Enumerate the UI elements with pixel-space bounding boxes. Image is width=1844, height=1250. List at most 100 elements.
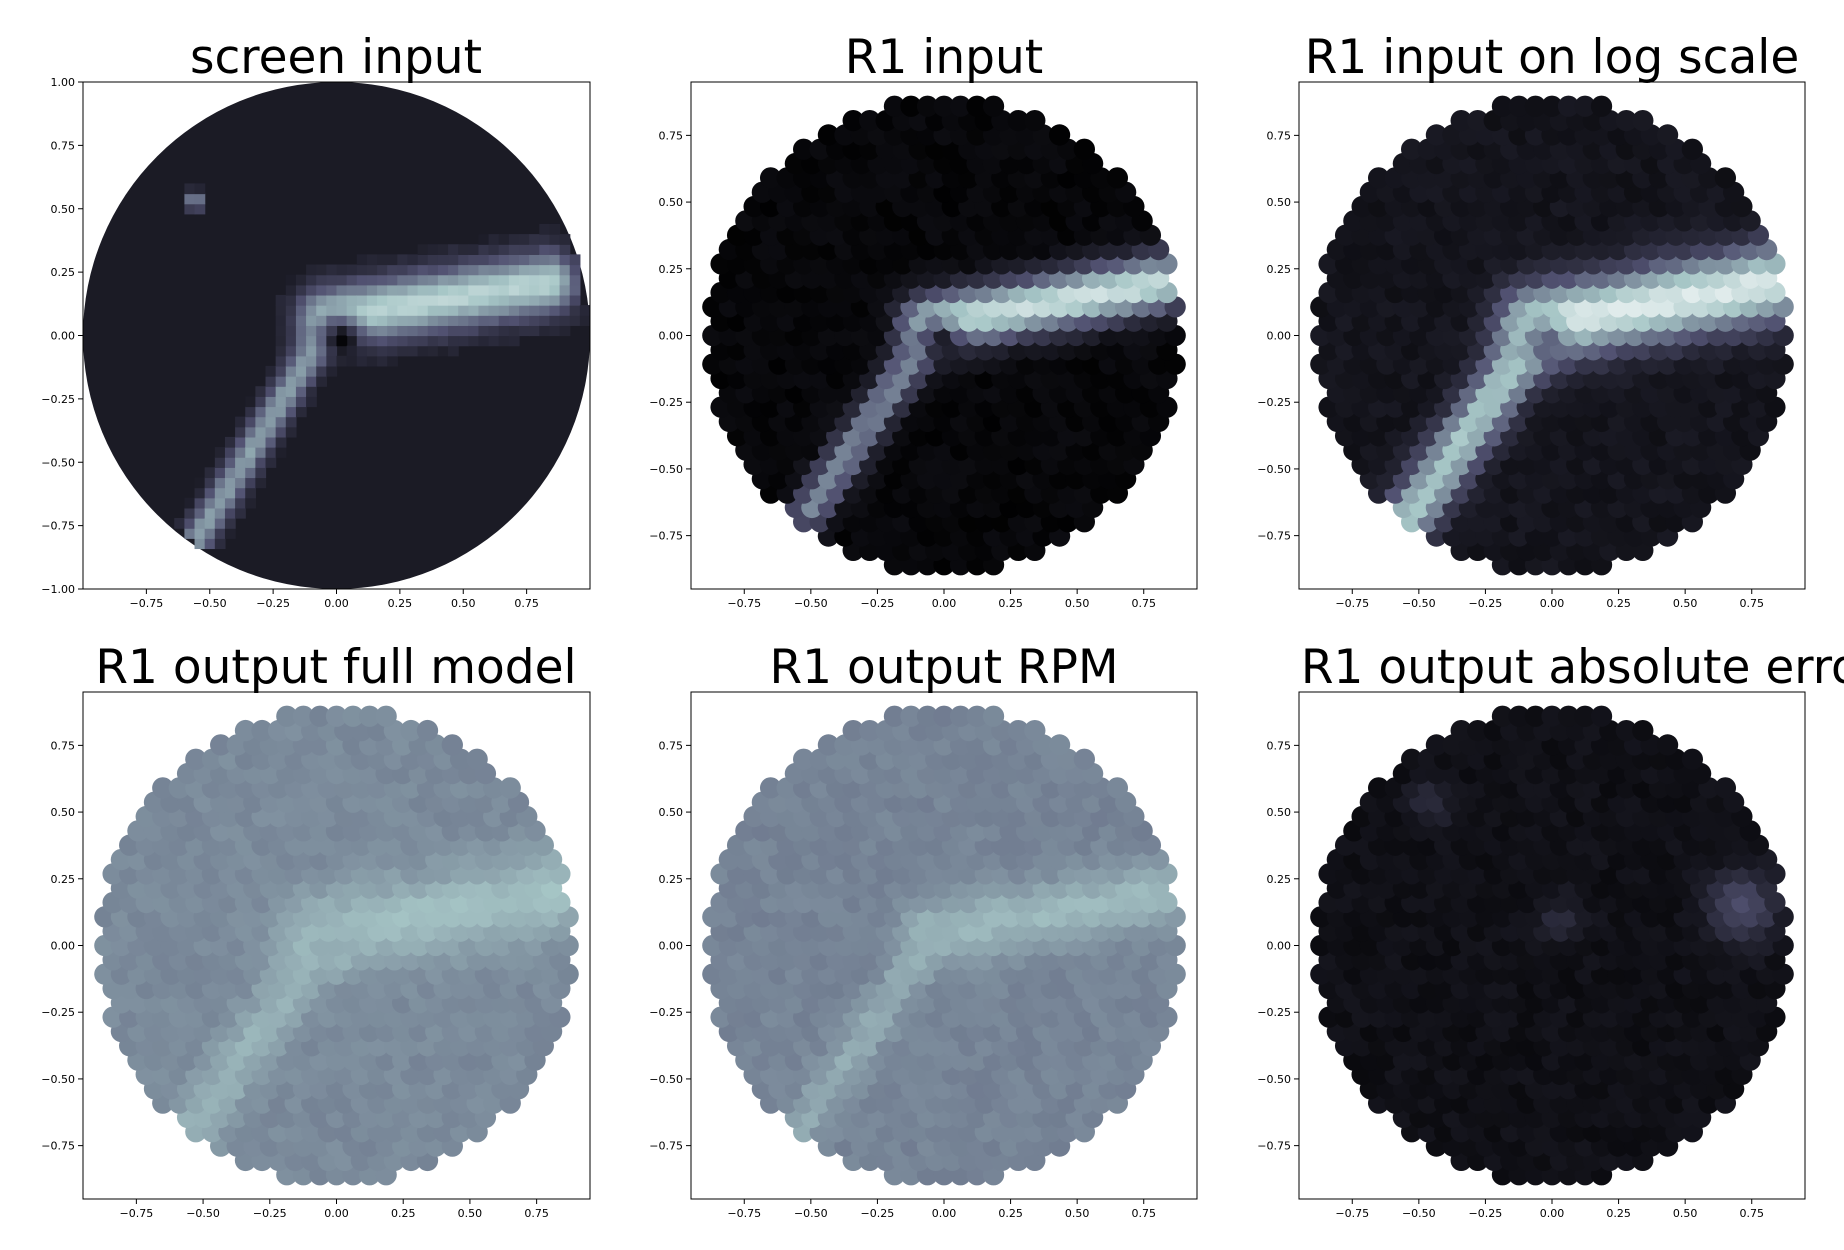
- plot-area: [702, 95, 1186, 576]
- screen-pixel: [508, 244, 520, 255]
- screen-pixel: [235, 497, 246, 509]
- x-tick-label: −0.25: [1469, 597, 1503, 610]
- screen-pixel: [306, 264, 317, 276]
- screen-pixel: [407, 315, 419, 326]
- screen-pixel: [549, 254, 561, 266]
- screen-pixel: [549, 244, 561, 255]
- screen-pixel: [346, 325, 358, 337]
- pixel-cell: [966, 705, 988, 727]
- screen-pixel: [275, 294, 287, 306]
- screen-pixel: [407, 345, 419, 357]
- screen-pixel: [417, 274, 429, 286]
- x-tick-label: 0.25: [998, 1207, 1023, 1220]
- screen-pixel: [295, 365, 307, 377]
- y-tick-label: 0.25: [51, 266, 76, 279]
- pixel-cell: [1425, 734, 1448, 756]
- screen-pixel: [519, 254, 530, 266]
- screen-pixel: [194, 528, 206, 539]
- pixel-cell: [900, 95, 922, 117]
- screen-pixel: [204, 528, 216, 539]
- x-tick-label: 0.00: [932, 597, 957, 610]
- pixel-cell: [441, 734, 463, 756]
- screen-pixel: [508, 315, 520, 326]
- screen-pixel: [407, 325, 419, 337]
- pixel-cell: [1632, 719, 1654, 742]
- screen-pixel: [245, 487, 256, 499]
- pixel-cell: [793, 748, 815, 770]
- y-tick-label: 0.50: [1267, 806, 1292, 819]
- x-tick-label: 0.00: [1540, 597, 1565, 610]
- pixel-cell: [916, 705, 939, 727]
- pixel-cell: [982, 705, 1005, 727]
- screen-pixel: [498, 335, 510, 347]
- screen-pixel: [245, 396, 256, 408]
- screen-pixel: [559, 305, 571, 316]
- plot-area: [1310, 95, 1794, 576]
- screen-pixel: [407, 294, 419, 306]
- screen-pixel: [245, 416, 256, 428]
- x-tick-label: 0.25: [388, 597, 413, 610]
- screen-pixel: [549, 234, 561, 245]
- pixel-cell: [1557, 95, 1580, 117]
- panel-title: R1 input on log scale: [1305, 30, 1800, 85]
- screen-pixel: [488, 244, 500, 255]
- screen-pixel: [255, 396, 267, 408]
- y-tick-label: −0.75: [1257, 1140, 1291, 1153]
- screen-pixel: [356, 294, 368, 306]
- screen-pixel: [306, 274, 317, 286]
- screen-pixel: [448, 305, 459, 316]
- y-tick-label: −0.75: [1257, 530, 1291, 543]
- screen-pixel: [539, 294, 551, 306]
- screen-pixel: [397, 294, 409, 306]
- screen-pixel: [468, 264, 480, 276]
- y-tick-label: −0.50: [1257, 1073, 1291, 1086]
- screen-pixel: [508, 305, 520, 316]
- screen-pixel: [529, 254, 540, 266]
- screen-pixel: [458, 274, 469, 286]
- screen-pixel: [549, 274, 561, 286]
- screen-pixel: [559, 234, 571, 245]
- pixel-cell: [325, 705, 348, 727]
- screen-pixel: [458, 315, 469, 326]
- screen-pixel: [529, 274, 540, 286]
- screen-pixel: [275, 365, 287, 377]
- screen-pixel: [488, 315, 500, 326]
- screen-pixel: [407, 284, 419, 296]
- screen-pixel: [235, 436, 246, 448]
- screen-pixel: [397, 315, 409, 326]
- screen-pixel: [265, 426, 277, 438]
- screen-pixel: [326, 365, 338, 377]
- screen-pixel: [427, 325, 439, 337]
- screen-pixel: [265, 406, 277, 418]
- screen-pixel: [468, 254, 480, 266]
- screen-pixel: [295, 325, 307, 337]
- screen-pixel: [184, 193, 196, 205]
- pixel-cell: [1367, 167, 1390, 189]
- screen-pixel: [356, 335, 368, 347]
- screen-pixel: [458, 305, 469, 316]
- pixel-cell: [309, 705, 331, 727]
- screen-pixel: [295, 376, 307, 387]
- screen-pixel: [498, 315, 510, 326]
- screen-pixel: [255, 386, 267, 397]
- pixel-cell: [1524, 705, 1547, 727]
- pixel-cell: [1615, 109, 1637, 132]
- screen-pixel: [235, 447, 246, 458]
- screen-pixel: [519, 315, 530, 326]
- y-tick-label: 0.25: [659, 873, 684, 886]
- panel-title: R1 input: [845, 30, 1043, 85]
- x-tick-label: −0.75: [1335, 1207, 1369, 1220]
- screen-pixel: [366, 274, 378, 286]
- screen-pixel: [194, 538, 206, 550]
- screen-pixel: [204, 467, 216, 479]
- panel-1: −0.75 −0.50 −0.25 0.00 0.25 0.50 0.75 1.00 0.75 0…: [41, 30, 591, 610]
- screen-pixel: [184, 528, 196, 539]
- screen-pixel: [224, 457, 236, 468]
- pixel-cell: [1401, 748, 1423, 770]
- pixel-cell: [759, 167, 782, 189]
- screen-pixel: [295, 305, 307, 316]
- pixel-cell: [1574, 95, 1596, 117]
- x-tick-label: −0.50: [794, 1207, 828, 1220]
- screen-pixel: [387, 305, 398, 316]
- screen-pixel: [377, 294, 388, 306]
